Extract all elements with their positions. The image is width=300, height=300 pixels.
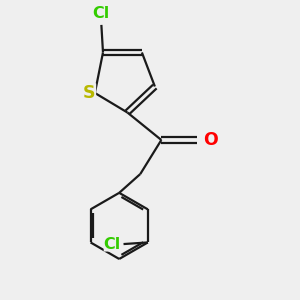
- Text: O: O: [203, 131, 218, 149]
- Text: Cl: Cl: [104, 237, 121, 252]
- Text: Cl: Cl: [93, 6, 110, 21]
- Text: S: S: [83, 84, 95, 102]
